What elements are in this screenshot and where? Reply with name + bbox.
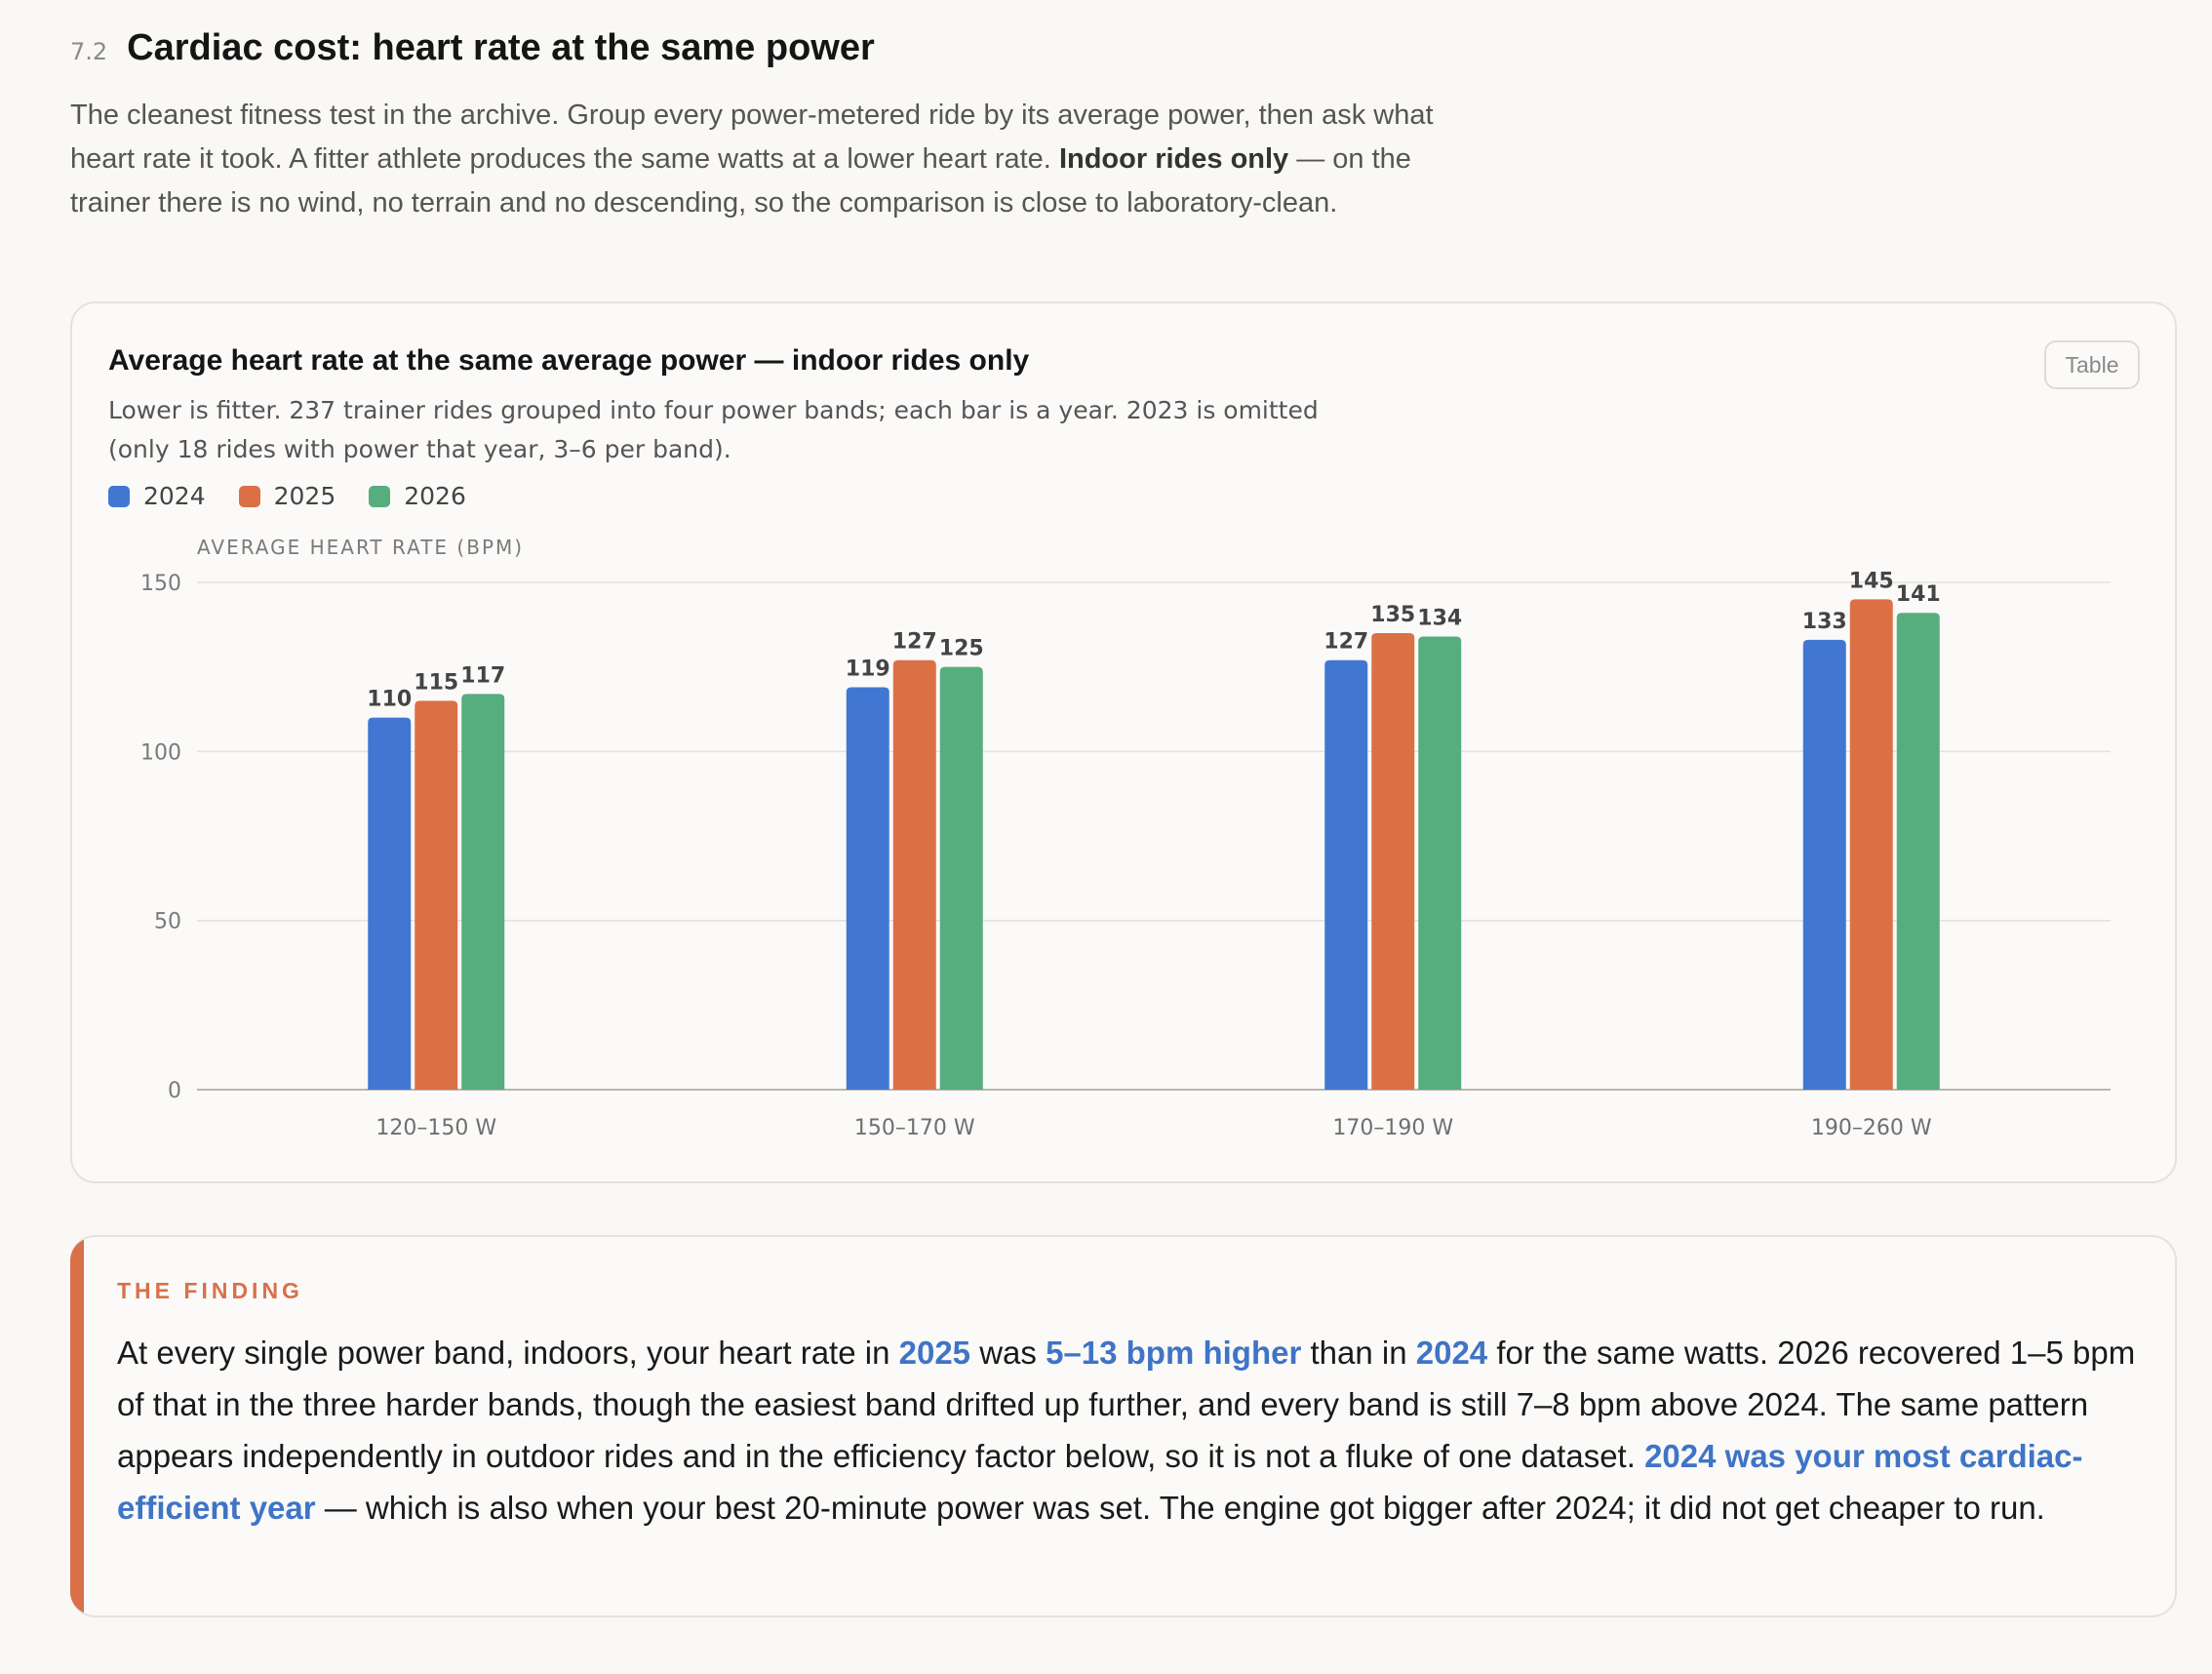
chart-legend: 2024 2025 2026	[108, 482, 466, 510]
intro-emphasis: Indoor rides only	[1058, 143, 1289, 175]
legend-swatch-2025	[238, 485, 260, 507]
legend-label-2026: 2026	[404, 482, 466, 510]
bar-2024	[1324, 659, 1368, 1090]
legend-swatch-2024	[108, 485, 130, 507]
intro-text-start: The cleanest fitness test in the archive…	[70, 100, 1434, 175]
data-label: 135	[1370, 603, 1415, 627]
finding-label: THE FINDING	[117, 1278, 303, 1303]
section-number: 7.2	[70, 38, 108, 65]
y-tick-label: 100	[140, 740, 181, 765]
finding-text-1: At every single power band, indoors, you…	[117, 1335, 899, 1371]
data-label: 145	[1849, 569, 1894, 593]
chart-title: Average heart rate at the same average p…	[108, 344, 1030, 377]
finding-text: At every single power band, indoors, you…	[117, 1327, 2146, 1534]
data-label: 117	[460, 663, 505, 688]
bar-2026	[461, 694, 505, 1090]
finding-text-4: for the same watts. 2026 recovered 1–5 b…	[117, 1335, 2136, 1474]
finding-text-3: than in	[1301, 1335, 1416, 1371]
y-tick-label: 0	[168, 1079, 181, 1103]
data-label: 133	[1802, 610, 1847, 634]
bar-2026	[1418, 636, 1462, 1090]
x-tick-label: 150–170 W	[854, 1116, 975, 1140]
chart-subtitle: Lower is fitter. 237 trainer rides group…	[108, 396, 1319, 463]
legend-item-2025: 2025	[238, 482, 336, 510]
data-label: 141	[1896, 582, 1941, 607]
bar-2025	[1849, 599, 1893, 1090]
legend-label-2024: 2024	[143, 482, 206, 510]
data-label: 125	[939, 637, 984, 661]
bar-2025	[415, 700, 458, 1090]
bar-2024	[846, 687, 889, 1090]
bar-2026	[1896, 613, 1940, 1090]
bar-2025	[892, 659, 936, 1090]
section-title: Cardiac cost: heart rate at the same pow…	[127, 27, 875, 68]
y-tick-label: 150	[140, 572, 181, 596]
finding-accent-bar	[70, 1237, 84, 1615]
finding-highlight-bpm: 5–13 bpm higher	[1046, 1335, 1302, 1371]
table-toggle-button[interactable]: Table	[2044, 340, 2140, 389]
data-label: 110	[367, 688, 412, 712]
bar-2024	[1802, 639, 1846, 1090]
bar-2026	[939, 666, 983, 1090]
data-label: 127	[1323, 630, 1368, 655]
legend-item-2026: 2026	[369, 482, 466, 510]
intro-text-end: — on the trainer there is no wind, no te…	[70, 143, 1411, 219]
x-tick-label: 190–260 W	[1811, 1116, 1932, 1140]
finding-text-5: — which is also when your best 20-minute…	[315, 1490, 2045, 1526]
data-label: 119	[846, 657, 890, 681]
chart-card: Average heart rate at the same average p…	[70, 301, 2177, 1183]
finding-text-2: was	[970, 1335, 1047, 1371]
x-tick-label: 120–150 W	[375, 1116, 496, 1140]
finding-highlight-year-2024: 2024	[1415, 1335, 1488, 1371]
data-label: 127	[892, 630, 937, 655]
y-tick-label: 50	[154, 910, 181, 935]
legend-swatch-2026	[369, 485, 391, 507]
data-label: 115	[414, 670, 458, 695]
finding-highlight-efficient-year: 2024 was your most cardiac-efficient yea…	[117, 1438, 2083, 1526]
bar-2024	[368, 717, 412, 1090]
data-label: 134	[1417, 606, 1462, 630]
x-tick-label: 170–190 W	[1332, 1116, 1453, 1140]
legend-item-2024: 2024	[108, 482, 206, 510]
intro-paragraph: The cleanest fitness test in the archive…	[70, 94, 1455, 225]
bar-2025	[1371, 633, 1415, 1090]
legend-label-2025: 2025	[273, 482, 336, 510]
section-header: 7.2 Cardiac cost: heart rate at the same…	[70, 27, 875, 69]
finding-callout: THE FINDING At every single power band, …	[70, 1235, 2177, 1617]
finding-highlight-year-2025: 2025	[898, 1335, 971, 1371]
y-axis-title: AVERAGE HEART RATE (BPM)	[197, 536, 525, 559]
